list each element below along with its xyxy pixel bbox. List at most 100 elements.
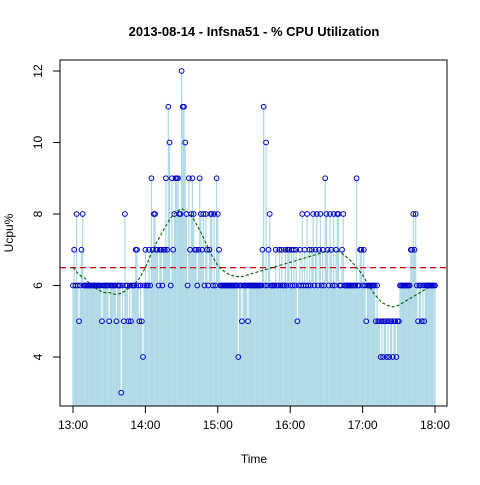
chart-title: 2013-08-14 - Infsna51 - % CPU Utilizatio… [129, 24, 380, 39]
data-point [196, 175, 203, 182]
data-point [234, 282, 241, 289]
data-point [358, 246, 365, 253]
data-point [190, 211, 197, 217]
data-point [315, 282, 321, 289]
data-point [113, 318, 120, 325]
data-point [325, 282, 332, 289]
data-point [282, 246, 289, 253]
data-point [208, 211, 215, 217]
data-point [128, 318, 134, 325]
data-point [184, 282, 191, 289]
data-point [432, 282, 438, 289]
data-point [371, 282, 378, 289]
data-point [306, 246, 313, 253]
data-point [170, 246, 177, 253]
data-point [385, 318, 391, 325]
data-point [310, 211, 317, 217]
data-point [318, 282, 325, 289]
data-point [193, 246, 199, 253]
x-axis-label: Time [241, 452, 268, 466]
data-point [278, 246, 285, 253]
data-point [148, 175, 155, 182]
data-point [259, 246, 266, 253]
data-point [166, 139, 173, 146]
data-point [137, 282, 144, 289]
data-point [383, 354, 390, 360]
data-point [141, 282, 148, 289]
data-point [131, 282, 138, 289]
y-tick-label: 6 [31, 282, 45, 289]
data-point [177, 211, 184, 217]
data-point [412, 211, 419, 217]
x-tick-label: 17:00 [348, 418, 378, 432]
data-point [188, 211, 195, 217]
data-point [167, 282, 174, 289]
data-point [304, 211, 310, 217]
data-point [392, 318, 399, 325]
data-point [271, 282, 278, 289]
data-point [206, 246, 213, 253]
data-point [388, 318, 395, 325]
data-point [379, 318, 385, 325]
data-point [322, 175, 329, 182]
data-point [117, 282, 123, 289]
data-point [136, 318, 143, 325]
data-point [146, 246, 152, 253]
x-tick-label: 14:00 [130, 418, 160, 432]
data-point [144, 282, 151, 289]
x-tick-label: 16:00 [275, 418, 305, 432]
data-point [360, 246, 367, 253]
data-point [211, 211, 218, 217]
plot-area: 13:00 14:00 15:00 16:00 17:00 18:00 4 6 8 10 12 [31, 59, 450, 432]
data-point [155, 282, 162, 289]
data-point [289, 282, 296, 289]
y-tick-label: 4 [31, 353, 45, 360]
data-point [409, 246, 415, 253]
data-point [138, 318, 145, 325]
data-point [307, 282, 314, 289]
data-point [276, 246, 283, 253]
data-point [261, 282, 268, 289]
data-point [121, 211, 128, 217]
data-point [213, 175, 220, 182]
data-point [189, 175, 196, 182]
data-point [311, 282, 318, 289]
data-point [410, 211, 417, 217]
data-point [339, 246, 345, 253]
data-point [340, 211, 347, 217]
data-point [182, 139, 189, 146]
data-point [327, 211, 333, 217]
data-point [293, 246, 300, 253]
data-point [118, 389, 125, 396]
data-point [316, 246, 323, 253]
data-point [263, 139, 269, 146]
x-tick-label: 13:00 [58, 418, 88, 432]
data-point [200, 211, 207, 217]
data-point [239, 318, 245, 325]
data-point [154, 246, 161, 253]
data-point [356, 282, 362, 289]
data-point [165, 103, 172, 110]
data-point [363, 318, 370, 325]
data-point [147, 282, 154, 289]
data-point [74, 282, 81, 289]
data-point [309, 246, 315, 253]
data-point [142, 246, 149, 253]
data-point [386, 354, 393, 360]
smooth-trend-line [72, 207, 436, 308]
data-point [164, 246, 171, 253]
data-point [395, 318, 402, 325]
data-point [277, 282, 284, 289]
data-point [272, 246, 279, 253]
data-point [266, 211, 273, 217]
data-point [76, 318, 82, 325]
data-point [71, 246, 78, 253]
data-point [134, 246, 140, 253]
data-point [294, 318, 301, 325]
data-point [411, 246, 418, 253]
data-point [406, 282, 413, 289]
data-point [374, 282, 380, 289]
data-point [265, 246, 272, 253]
data-point [158, 246, 164, 253]
